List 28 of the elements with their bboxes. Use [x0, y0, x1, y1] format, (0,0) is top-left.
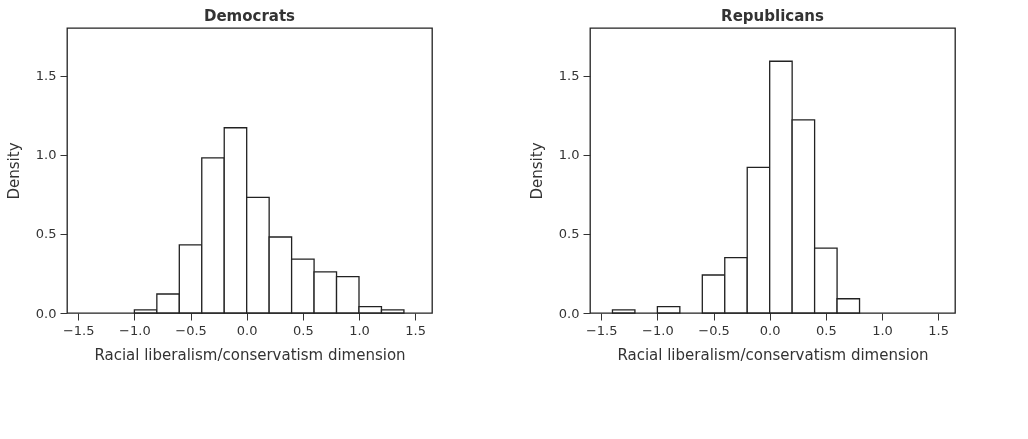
- x-tick-label: −1.5: [585, 322, 618, 338]
- x-tick-label: 1.5: [405, 322, 426, 338]
- x-tick-label: 0.5: [816, 322, 837, 338]
- x-tick-label: 0.0: [759, 322, 781, 338]
- y-axis-title: Density: [4, 142, 23, 200]
- y-tick-label: 1.5: [558, 68, 580, 83]
- x-tick-label: −1.0: [642, 322, 674, 338]
- y-tick-label: 0.5: [35, 226, 57, 242]
- y-tick-label: 1.0: [35, 147, 57, 163]
- x-axis-title: Racial liberalism/conservatism dimension: [94, 345, 406, 364]
- y-tick-label: 1.0: [558, 147, 580, 163]
- x-tick-label: −1.0: [119, 322, 151, 338]
- x-axis-title: Racial liberalism/conservatism dimension: [617, 345, 929, 364]
- x-tick-label: −0.5: [698, 322, 730, 338]
- y-tick-label: 0.0: [35, 305, 57, 321]
- y-tick-label: 0.5: [558, 226, 580, 242]
- x-tick-label: 0.0: [236, 322, 258, 338]
- x-tick-label: 0.5: [293, 322, 314, 338]
- chart-title: Democrats: [203, 7, 296, 25]
- y-tick-label: 1.5: [35, 68, 57, 83]
- x-tick-label: 1.0: [349, 322, 370, 338]
- x-tick-label: 1.0: [872, 322, 893, 338]
- x-tick-label: −1.5: [62, 322, 95, 338]
- y-axis-title: Density: [527, 142, 546, 200]
- chart-title: Republicans: [721, 7, 824, 25]
- x-tick-label: 1.5: [928, 322, 949, 338]
- y-tick-label: 0.0: [558, 305, 580, 321]
- x-tick-label: −0.5: [175, 322, 207, 338]
